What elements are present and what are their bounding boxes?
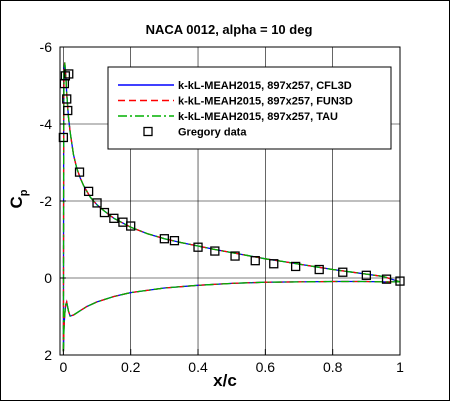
legend-label: k-kL-MEAH2015, 897x257, TAU [178, 111, 338, 123]
y-axis-ticks: -6 -4 -2 0 2 [40, 39, 66, 363]
y-axis-label: Cp [7, 189, 30, 208]
x-axis-label: x/c [213, 371, 237, 390]
legend-marker [143, 126, 153, 137]
gregory-data-point [250, 256, 260, 266]
series-line-3-lower [62, 280, 400, 352]
marker-layer [58, 69, 405, 286]
legend: k-kL-MEAH2015, 897x257, CFL3D k-kL-MEAH20… [107, 66, 392, 150]
legend-box [107, 66, 392, 150]
y-tick-label: 2 [44, 347, 52, 363]
gregory-data-point [63, 105, 73, 116]
gregory-data-point [230, 251, 240, 261]
legend-label: k-kL-MEAH2015, 897x257, CFL3D [178, 80, 352, 92]
y-tick-label: -4 [40, 116, 53, 132]
y-tick-label: -6 [40, 39, 53, 55]
y-axis-label-main: C [7, 196, 26, 208]
chart-title: NACA 0012, alpha = 10 deg [146, 22, 313, 37]
gregory-data-point [83, 186, 94, 197]
gregory-data-point [290, 261, 301, 272]
gregory-data-point [99, 207, 110, 218]
gregory-data-point [92, 198, 102, 208]
gregory-data-point [338, 267, 348, 277]
gregory-data-point [381, 274, 392, 284]
gregory-data-point [269, 259, 279, 269]
x-tick-label: 1 [396, 359, 404, 375]
x-axis-ticks: 0 0.2 0.4 0.6 0.8 1 [59, 349, 404, 375]
x-tick-label: 0 [59, 359, 67, 375]
gregory-data-point [58, 132, 69, 143]
legend-label: k-kL-MEAH2015, 897x257, FUN3D [178, 96, 353, 108]
gregory-data-point [193, 242, 203, 252]
gregory-data-point [159, 234, 170, 244]
x-tick-label: 0.2 [121, 359, 141, 375]
y-axis-label-sub: p [18, 189, 30, 196]
gregory-data-point [62, 94, 72, 104]
gregory-data-point [74, 167, 85, 177]
gregory-data-point [210, 246, 220, 256]
gregory-data-point [126, 221, 136, 231]
x-tick-label: 0.8 [323, 359, 343, 375]
gregory-data-point [64, 69, 74, 79]
gregory-data-point [314, 264, 324, 275]
legend-label: Gregory data [178, 127, 247, 139]
gregory-data-point [361, 270, 371, 280]
gregory-data-point [169, 236, 180, 246]
y-tick-label: 0 [44, 270, 52, 286]
y-tick-label: -2 [40, 193, 53, 209]
x-tick-label: 0.6 [256, 359, 276, 375]
x-tick-label: 0.4 [188, 359, 208, 375]
gregory-data-point [109, 213, 119, 223]
